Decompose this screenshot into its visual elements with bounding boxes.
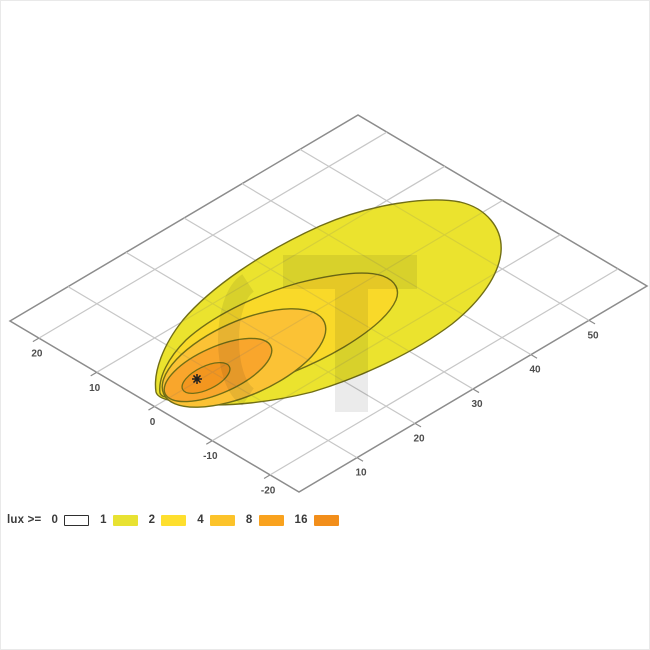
legend-color-swatch-16 — [313, 514, 339, 526]
x-tick-label-30: 30 — [471, 399, 483, 410]
x-tick-label-40: 40 — [529, 365, 541, 376]
legend-item-label: 16 — [294, 514, 308, 526]
gridline-y-20 — [38, 131, 388, 339]
legend-color-swatch-8 — [258, 514, 284, 526]
gridline-overlay-y--10 — [211, 234, 561, 442]
gridline-overlay-y-0 — [154, 199, 503, 408]
x-tick-label-10: 10 — [355, 468, 367, 479]
legend-item-4: 4 — [197, 514, 235, 526]
tick-x-30 — [472, 388, 480, 394]
legend-color-swatch-0 — [64, 514, 90, 526]
tick-y-0 — [148, 405, 155, 411]
tick-x-10 — [356, 457, 364, 462]
gridline-overlay-y-10 — [96, 165, 446, 373]
tick-y-10 — [90, 371, 98, 377]
tick-y-20 — [32, 337, 40, 343]
legend-item-0: 0 — [51, 514, 90, 526]
legend-item-label: 8 — [245, 514, 253, 526]
legend-item-label: 0 — [51, 514, 59, 526]
legend-title: lux >= — [7, 514, 42, 526]
legend-item-2: 2 — [149, 514, 187, 526]
gridline-overlay-y-20 — [38, 131, 388, 339]
legend-color-swatch-1 — [112, 514, 138, 526]
gridline-overlay-x-10 — [67, 286, 358, 459]
tick-x-20 — [414, 422, 422, 428]
y-tick-label-0: 0 — [150, 417, 156, 428]
tick-y--20 — [263, 474, 271, 479]
legend-item-label: 1 — [100, 514, 107, 526]
watermark-arc — [218, 274, 256, 406]
legend-item-label: 4 — [197, 514, 204, 526]
legend-color-swatch-2 — [161, 514, 187, 526]
legend-color-swatch-4 — [209, 514, 235, 526]
legend-item-16: 16 — [295, 514, 339, 526]
y-tick-label-20: 20 — [31, 349, 43, 360]
legend-item-1: 1 — [100, 514, 138, 526]
legend-item-label: 2 — [148, 514, 156, 526]
gridline-overlay-y--20 — [269, 268, 619, 476]
x-tick-label-50: 50 — [587, 330, 599, 341]
gridline-overlay-x-30 — [183, 217, 474, 390]
y-tick-label--20: -20 — [261, 485, 276, 496]
tick-labels: 10 20 30 40 50 20 10 0 -10 -20 — [31, 330, 599, 496]
y-tick-label-10: 10 — [89, 383, 101, 394]
tick-y--10 — [205, 440, 213, 445]
watermark-letter-t-icon — [218, 255, 417, 412]
legend: lux >= 0 1 2 4 8 16 — [7, 512, 350, 528]
x-tick-label-20: 20 — [413, 433, 425, 444]
y-tick-label--10: -10 — [203, 451, 218, 462]
tick-x-40 — [530, 354, 538, 359]
beam-center-marker-icon — [192, 374, 202, 384]
legend-item-8: 8 — [246, 514, 284, 526]
gridline-overlay-x-50 — [299, 148, 590, 321]
watermark-t-bar — [283, 255, 417, 289]
gridline-y--20 — [269, 268, 619, 476]
tick-x-50 — [588, 319, 596, 325]
watermark-t-stem — [335, 288, 368, 412]
